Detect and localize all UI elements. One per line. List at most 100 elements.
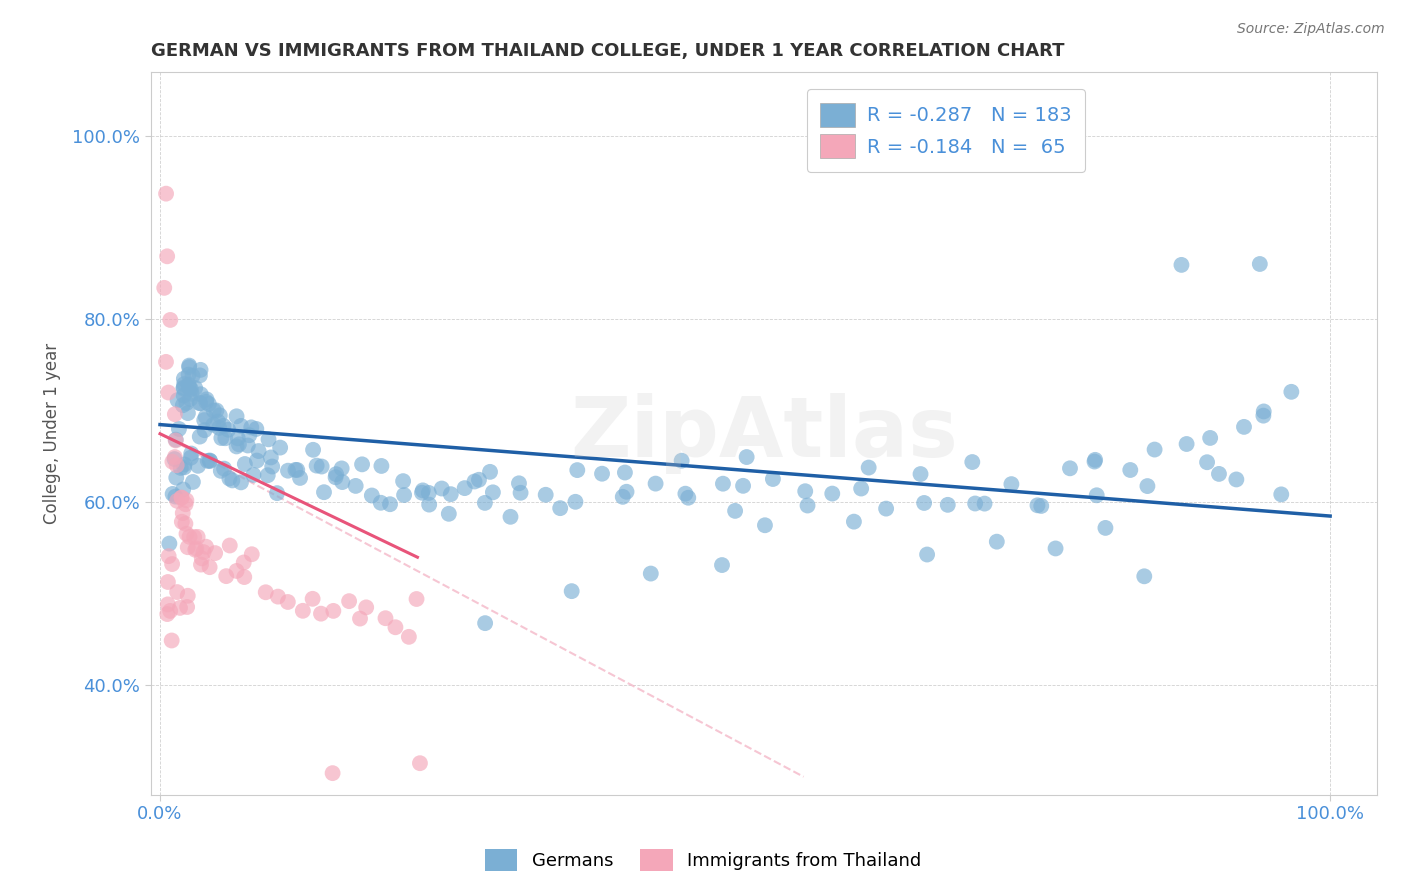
Point: [188, 396, 211, 410]
Point: [1026, 499, 1049, 513]
Point: [180, 382, 202, 396]
Point: [221, 474, 243, 488]
Point: [1270, 487, 1292, 501]
Point: [1136, 479, 1159, 493]
Point: [1225, 472, 1247, 486]
Point: [591, 467, 613, 481]
Point: [218, 471, 240, 485]
Point: [180, 386, 202, 401]
Point: [325, 470, 347, 484]
Point: [208, 421, 231, 435]
Point: [218, 539, 240, 553]
Point: [262, 459, 284, 474]
Point: [232, 556, 254, 570]
Point: [1083, 454, 1105, 468]
Point: [301, 591, 323, 606]
Point: [209, 431, 232, 445]
Point: [337, 594, 360, 608]
Point: [170, 515, 193, 529]
Y-axis label: College, Under 1 year: College, Under 1 year: [44, 343, 60, 524]
Point: [1143, 442, 1166, 457]
Point: [166, 585, 188, 599]
Point: [613, 466, 636, 480]
Point: [194, 409, 217, 424]
Point: [370, 458, 392, 473]
Point: [176, 599, 198, 614]
Point: [875, 501, 897, 516]
Point: [440, 487, 463, 501]
Point: [724, 504, 747, 518]
Point: [188, 368, 211, 383]
Point: [240, 547, 263, 561]
Point: [188, 429, 211, 443]
Point: [312, 485, 335, 500]
Point: [392, 474, 415, 488]
Point: [157, 536, 180, 550]
Point: [291, 604, 314, 618]
Point: [156, 249, 179, 263]
Point: [678, 491, 700, 505]
Point: [277, 595, 299, 609]
Point: [644, 476, 666, 491]
Point: [233, 457, 256, 471]
Point: [214, 431, 236, 445]
Point: [437, 507, 460, 521]
Point: [247, 444, 270, 458]
Point: [1133, 569, 1156, 583]
Point: [392, 488, 415, 502]
Point: [177, 377, 200, 392]
Point: [176, 526, 198, 541]
Point: [170, 461, 193, 475]
Point: [195, 392, 218, 407]
Point: [762, 472, 785, 486]
Point: [344, 479, 367, 493]
Point: [184, 381, 207, 395]
Point: [157, 385, 180, 400]
Point: [193, 545, 215, 559]
Point: [1197, 455, 1219, 469]
Point: [180, 450, 202, 465]
Point: [198, 560, 221, 574]
Point: [170, 491, 193, 505]
Point: [165, 434, 187, 448]
Point: [183, 530, 205, 544]
Point: [796, 499, 818, 513]
Point: [170, 491, 193, 505]
Point: [174, 497, 197, 511]
Point: [173, 377, 195, 392]
Point: [186, 541, 208, 556]
Point: [311, 459, 333, 474]
Point: [936, 498, 959, 512]
Point: [257, 433, 280, 447]
Point: [322, 766, 344, 780]
Point: [260, 450, 283, 465]
Point: [1279, 384, 1302, 399]
Point: [479, 465, 502, 479]
Point: [225, 439, 247, 453]
Point: [302, 442, 325, 457]
Point: [671, 453, 693, 467]
Point: [405, 592, 427, 607]
Point: [155, 355, 177, 369]
Point: [165, 490, 187, 504]
Point: [212, 461, 235, 475]
Point: [198, 453, 221, 467]
Point: [508, 476, 530, 491]
Point: [349, 611, 371, 625]
Point: [354, 600, 377, 615]
Point: [754, 518, 776, 533]
Point: [309, 607, 332, 621]
Point: [398, 630, 420, 644]
Point: [155, 186, 177, 201]
Point: [181, 475, 204, 489]
Point: [1085, 488, 1108, 502]
Point: [217, 423, 239, 437]
Point: [225, 409, 247, 424]
Point: [191, 551, 214, 566]
Point: [190, 558, 212, 572]
Point: [1000, 477, 1022, 491]
Point: [179, 359, 201, 373]
Point: [842, 515, 865, 529]
Point: [240, 420, 263, 434]
Point: [169, 600, 191, 615]
